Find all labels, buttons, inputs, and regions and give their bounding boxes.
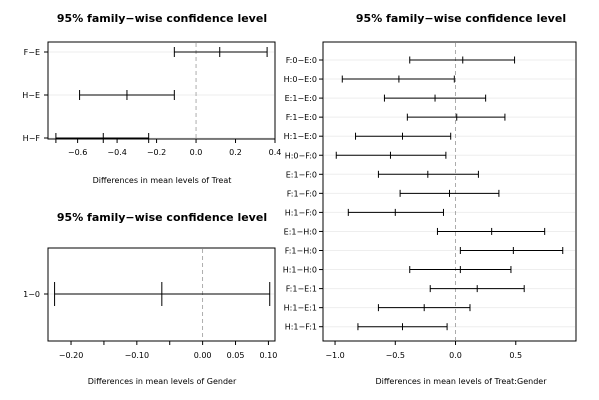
x-tick-label: −0.20	[59, 351, 84, 360]
x-tick-label: 0.2	[229, 148, 242, 157]
panel-treat-gender-frame	[322, 41, 577, 342]
panel-treat-gender-title: 95% family−wise confidence level	[356, 12, 566, 25]
y-tick-label: F:1−E:1	[286, 285, 317, 294]
y-tick-label: F:1−F:0	[287, 189, 317, 198]
panel-treat-xlabel: Differences in mean levels of Treat	[93, 176, 232, 185]
x-tick-label: 0.05	[227, 351, 245, 360]
y-tick-label: E:1−E:0	[285, 94, 317, 103]
y-tick-label: F:1−H:0	[285, 247, 317, 256]
x-tick-label: 0.4	[269, 148, 282, 157]
x-tick-label: −0.10	[125, 351, 150, 360]
y-tick-label: E:1−H:0	[284, 227, 317, 236]
y-tick-label: F:0−E:0	[286, 56, 317, 65]
x-tick-label: 0.0	[190, 148, 203, 157]
y-tick-label: H:1−E:0	[284, 132, 317, 141]
x-tick-label: 0.5	[509, 351, 522, 360]
x-tick-label: −0.4	[107, 148, 126, 157]
y-tick-label: H:1−F:1	[285, 323, 317, 332]
y-tick-label: H:1−H:0	[283, 266, 317, 275]
y-tick-label: H:0−F:0	[285, 151, 317, 160]
panel-treat-frame	[47, 41, 276, 140]
panel-treat: 95% family−wise confidence level Differe…	[22, 12, 281, 185]
x-tick-label: 0.00	[194, 351, 212, 360]
x-tick-label: 0.0	[449, 351, 462, 360]
x-tick-label: −1.0	[325, 351, 344, 360]
panel-treat-gender-xlabel: Differences in mean levels of Treat:Gend…	[376, 377, 548, 386]
y-tick-label: F:1−E:0	[286, 113, 317, 122]
y-tick-label: E:1−F:0	[286, 170, 317, 179]
y-tick-label: H−F	[23, 134, 41, 143]
y-tick-label: 1−0	[23, 290, 40, 299]
panel-gender-title: 95% family−wise confidence level	[57, 211, 267, 224]
panel-gender: 95% family−wise confidence level Differe…	[23, 211, 277, 386]
y-tick-label: H:1−E:1	[284, 304, 317, 313]
x-tick-label: −0.2	[147, 148, 166, 157]
x-tick-label: 0.10	[260, 351, 278, 360]
y-tick-label: H:1−F:0	[285, 208, 317, 217]
panel-treat-title: 95% family−wise confidence level	[57, 12, 267, 25]
y-tick-label: H:0−E:0	[284, 75, 317, 84]
y-tick-label: F−E	[24, 48, 40, 57]
x-tick-label: −0.6	[68, 148, 87, 157]
x-tick-label: −0.5	[386, 351, 405, 360]
panel-gender-xlabel: Differences in mean levels of Gender	[88, 377, 237, 386]
y-tick-label: H−E	[22, 91, 40, 100]
panel-treat-gender: 95% family−wise confidence level Differe…	[283, 12, 577, 386]
